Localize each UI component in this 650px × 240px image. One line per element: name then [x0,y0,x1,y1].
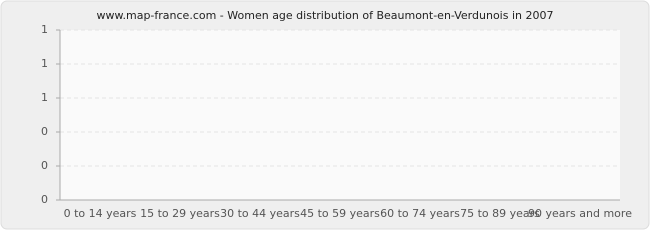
chart-title: www.map-france.com - Women age distribut… [97,9,554,22]
x-tick-label: 45 to 59 years [300,207,380,220]
y-tick-label: 0 [41,159,48,172]
y-tick-label: 0 [41,125,48,138]
x-tick-label: 60 to 74 years [380,207,460,220]
x-tick-label: 75 to 89 years [460,207,540,220]
y-tick-label: 1 [41,91,48,104]
x-tick-label: 30 to 44 years [220,207,300,220]
x-tick-label: 15 to 29 years [140,207,220,220]
y-tick-label: 0 [41,193,48,206]
plot-area [60,30,620,200]
y-tick-label: 1 [41,57,48,70]
x-tick-label: 90 years and more [528,207,632,220]
x-tick-label: 0 to 14 years [64,207,137,220]
chart: www.map-france.com - Women age distribut… [0,0,650,230]
y-tick-label: 1 [41,23,48,36]
